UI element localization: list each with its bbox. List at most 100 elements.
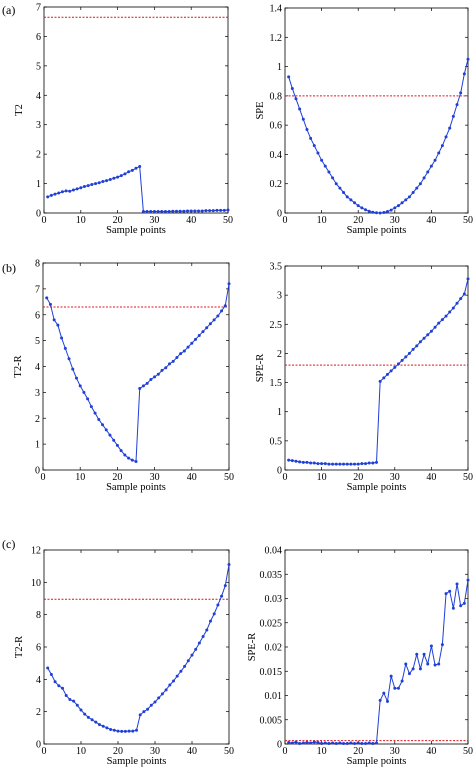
data-point xyxy=(49,193,53,197)
data-point xyxy=(190,341,194,345)
y-tick-label: 0.02 xyxy=(265,643,283,654)
data-point xyxy=(415,344,419,348)
data-point xyxy=(171,359,175,363)
data-point xyxy=(382,691,386,695)
x-tick-label: 20 xyxy=(113,746,123,757)
data-point xyxy=(216,603,220,607)
data-point xyxy=(186,345,190,349)
x-tick-label: 50 xyxy=(223,215,233,226)
y-tick-label: 0 xyxy=(277,209,282,220)
y-tick-label: 0.8 xyxy=(270,91,283,102)
data-point xyxy=(407,351,411,355)
data-point xyxy=(396,686,400,690)
data-point xyxy=(134,459,138,463)
data-point xyxy=(301,117,305,121)
plot-frame xyxy=(284,7,469,214)
data-point xyxy=(298,742,302,746)
y-tick-label: 3.5 xyxy=(270,262,283,273)
data-point xyxy=(182,349,186,353)
chart-2: 0 10 20 30 40 50 0 0.2 0.4 0.6 0.8 1 1.2 1.4 Sample po… xyxy=(255,4,473,237)
data-point xyxy=(356,204,360,208)
data-point xyxy=(175,355,179,359)
data-point xyxy=(108,177,112,181)
data-point xyxy=(63,346,67,350)
data-point xyxy=(123,453,127,457)
x-tick-label: 40 xyxy=(426,746,436,757)
data-point xyxy=(141,384,145,388)
data-point xyxy=(360,742,364,746)
data-point xyxy=(294,97,298,101)
y-tick-label: 4 xyxy=(36,91,41,102)
data-point xyxy=(360,462,364,466)
data-point xyxy=(149,377,153,381)
data-point xyxy=(305,128,309,132)
data-point xyxy=(433,325,437,329)
data-point xyxy=(466,277,470,281)
data-point xyxy=(200,209,204,213)
x-tick-label: 50 xyxy=(224,746,234,757)
data-point xyxy=(378,698,382,702)
data-point xyxy=(205,326,209,330)
data-point xyxy=(112,438,116,442)
y-tick-label: 2 xyxy=(36,150,41,161)
y-tick-label: 2 xyxy=(277,349,282,360)
data-point xyxy=(418,667,422,671)
data-point xyxy=(197,333,201,337)
data-point xyxy=(189,209,193,213)
data-point xyxy=(393,365,397,369)
y-tick-label: 1.4 xyxy=(270,4,283,15)
data-point xyxy=(160,368,164,372)
data-point xyxy=(389,369,393,373)
y-tick-label: 8 xyxy=(36,610,41,621)
y-axis-label: T2-R xyxy=(14,636,25,658)
data-point xyxy=(444,592,448,596)
x-tick-label: 0 xyxy=(283,746,288,757)
x-tick-label: 30 xyxy=(149,215,159,226)
y-tick-label: 0.6 xyxy=(270,121,283,132)
y-tick-label: 5 xyxy=(35,336,40,347)
y-axis-label: T2-R xyxy=(13,355,24,377)
y-axis-label: SPE-R xyxy=(255,354,266,383)
y-axis-label: SPE xyxy=(255,101,266,119)
plot-frame xyxy=(43,6,229,214)
data-point xyxy=(433,158,437,162)
data-point xyxy=(71,188,75,192)
data-point xyxy=(116,175,120,179)
data-point xyxy=(220,309,224,313)
y-tick-label: 6 xyxy=(36,643,41,654)
data-point xyxy=(82,185,86,189)
data-point xyxy=(375,460,378,464)
x-tick-label: 20 xyxy=(113,215,123,226)
x-tick-label: 30 xyxy=(150,472,160,483)
data-point xyxy=(327,462,331,466)
data-point xyxy=(164,688,168,692)
data-point xyxy=(46,195,50,199)
x-tick-label: 10 xyxy=(76,746,86,757)
x-tick-label: 40 xyxy=(426,215,436,226)
y-tick-label: 2 xyxy=(35,414,40,425)
data-point xyxy=(382,211,386,215)
data-point xyxy=(342,462,346,466)
y-tick-label: 0 xyxy=(277,466,282,477)
data-point xyxy=(223,584,227,588)
y-tick-label: 0.4 xyxy=(270,150,283,161)
y-tick-label: 0.01 xyxy=(265,691,283,702)
data-point xyxy=(145,381,149,385)
data-point xyxy=(141,210,145,214)
data-point xyxy=(146,707,150,711)
y-tick-label: 3 xyxy=(35,388,40,399)
data-point xyxy=(71,367,75,371)
data-point xyxy=(312,740,316,744)
data-point xyxy=(323,462,327,466)
data-point xyxy=(356,741,360,745)
data-point xyxy=(422,652,426,656)
y-tick-label: 1.2 xyxy=(270,33,283,44)
y-tick-label: 0 xyxy=(36,740,41,751)
data-point xyxy=(212,318,216,322)
data-point xyxy=(349,462,353,466)
data-point xyxy=(90,718,94,722)
data-point xyxy=(371,210,375,214)
data-point xyxy=(385,210,389,214)
data-point xyxy=(444,135,448,139)
data-point xyxy=(298,107,302,111)
